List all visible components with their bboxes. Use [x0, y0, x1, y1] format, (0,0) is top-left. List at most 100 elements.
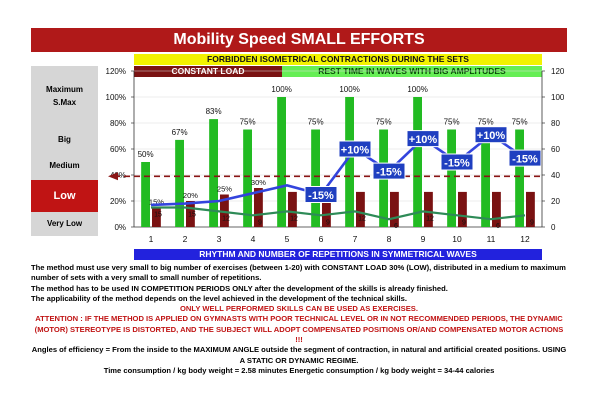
bar-main	[515, 129, 524, 227]
level-maximum: Maximum	[46, 85, 83, 94]
bar-main	[481, 129, 490, 227]
y-tick-left: 0%	[114, 223, 126, 232]
low-value-label: 20%	[183, 191, 198, 200]
level-low: Low	[31, 180, 98, 212]
x-tick-label: 7	[353, 234, 358, 244]
rep-value-label: 9	[462, 219, 466, 226]
rep-value-label: 9	[530, 219, 534, 226]
rhythm-banner: RHYTHM AND NUMBER OF REPETITIONS IN SYMM…	[134, 249, 542, 260]
y-tick-left: 100%	[106, 93, 126, 102]
level-smax: S.Max	[52, 98, 77, 107]
bar-value-label: 100%	[339, 85, 359, 94]
level-big: Big	[58, 135, 71, 144]
bar-low	[390, 191, 399, 227]
x-tick-label: 9	[421, 234, 426, 244]
y-tick-left: 20%	[110, 197, 126, 206]
x-tick-label: 3	[217, 234, 222, 244]
bar-low	[458, 191, 467, 227]
dashed-level-arrow	[108, 172, 118, 181]
time-text: Time consumption / kg body weight = 2.58…	[103, 365, 495, 375]
only-well-text: ONLY WELL PERFORMED SKILLS CAN BE USED A…	[180, 304, 418, 314]
wave-marker-label: -15%	[444, 158, 470, 170]
wave-marker-label: +10%	[477, 130, 506, 142]
x-tick-label: 2	[183, 234, 188, 244]
repetitions-line	[151, 206, 526, 221]
bar-low	[254, 188, 263, 227]
wave-marker-box	[406, 130, 440, 148]
bar-low	[492, 191, 501, 227]
bar-value-label: 67%	[172, 128, 188, 137]
rep-value-label: 12	[290, 215, 298, 222]
bar-value-label: 75%	[478, 118, 494, 127]
bar-main	[277, 97, 286, 227]
y-tick-right: 0	[551, 223, 556, 232]
rep-value-label: 9	[258, 219, 262, 226]
x-tick-label: 12	[520, 234, 530, 244]
intensity-panel: Maximum S.Max Big Medium Low Very Low	[31, 66, 98, 236]
page-title: Mobility Speed SMALL EFFORTS	[31, 28, 567, 52]
bar-main	[311, 129, 320, 227]
bar-low	[186, 201, 195, 227]
y-tick-left: 120%	[106, 67, 126, 76]
y-tick-left: 60%	[110, 145, 126, 154]
bar-main	[141, 162, 150, 227]
bar-low	[424, 191, 433, 227]
bar-low	[322, 191, 331, 227]
bar-value-label: 100%	[407, 85, 427, 94]
bar-low	[152, 207, 161, 227]
bar-value-label: 75%	[444, 118, 460, 127]
rep-value-label: 12	[358, 215, 366, 222]
wave-marker-label: -15%	[376, 167, 402, 179]
angles-text: Angles of efficiency = From the inside t…	[31, 345, 567, 365]
y-tick-left: 80%	[110, 119, 126, 128]
x-tick-label: 10	[452, 234, 462, 244]
rep-value-label: 15	[188, 212, 196, 219]
method-description: The method must use very small to big nu…	[31, 263, 567, 376]
x-tick-label: 5	[285, 234, 290, 244]
bar-value-label: 50%	[138, 150, 154, 159]
desc-line-3: The applicability of the method depends …	[31, 293, 407, 303]
wave-marker-box	[440, 153, 474, 171]
wave-marker-label: +10%	[409, 134, 438, 146]
bar-main	[243, 129, 252, 227]
low-value-label: 30%	[251, 178, 266, 187]
wave-marker-box	[304, 186, 338, 203]
level-medium: Medium	[49, 161, 80, 170]
bar-low	[220, 194, 229, 227]
bar-low	[288, 191, 297, 227]
bar-main	[447, 129, 456, 227]
bar-value-label: 75%	[308, 118, 324, 127]
bar-value-label: 100%	[271, 85, 291, 94]
mobility-chart: 120%100%80%60%40%20%0%12010080604020050%…	[106, 67, 565, 244]
attention-text: ATTENTION : IF THE METHOD IS APPLIED ON …	[34, 314, 564, 345]
y-tick-right: 60	[551, 145, 560, 154]
y-tick-right: 100	[551, 93, 565, 102]
rep-value-label: 12	[222, 215, 230, 222]
bar-main	[413, 97, 422, 227]
bar-value-label: 83%	[206, 107, 222, 116]
level-very-low: Very Low	[46, 219, 83, 228]
x-tick-label: 8	[387, 234, 392, 244]
wave-marker-label: -15%	[512, 154, 538, 166]
y-tick-right: 40	[551, 171, 560, 180]
y-tick-right: 20	[551, 197, 560, 206]
rep-value-label: 12	[426, 215, 434, 222]
desc-line-2: The method has to be used IN COMPETITION…	[31, 283, 448, 293]
bar-low	[526, 191, 535, 227]
x-tick-label: 1	[149, 234, 154, 244]
bar-low	[356, 191, 365, 227]
wave-marker-box	[508, 149, 542, 167]
wave-marker-box	[338, 140, 372, 158]
bar-main	[345, 97, 354, 227]
rep-value-label: 15	[154, 212, 162, 219]
rep-value-label: 6	[496, 223, 500, 230]
bar-value-label: 75%	[376, 118, 392, 127]
x-tick-label: 11	[487, 234, 496, 244]
desc-line-1: The method must use very small to big nu…	[31, 263, 566, 283]
wave-marker-label: +10%	[341, 145, 370, 157]
wave-marker-box	[372, 162, 406, 180]
x-tick-label: 6	[319, 234, 324, 244]
low-value-label: 25%	[217, 185, 232, 194]
wave-marker-label: -15%	[308, 190, 334, 202]
y-tick-right: 120	[551, 67, 565, 76]
